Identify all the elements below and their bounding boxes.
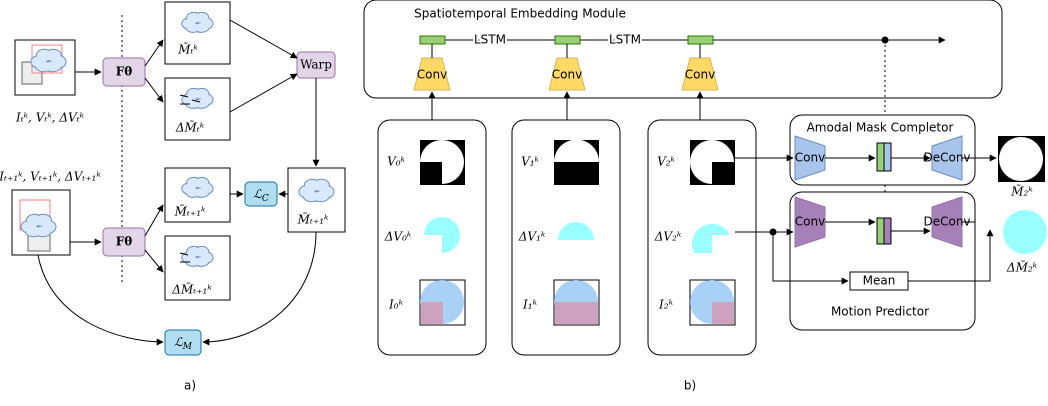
occluder	[421, 302, 443, 324]
warped-label: M̃ₜ₊₁ᵏ	[297, 211, 329, 226]
occluder	[420, 162, 442, 185]
output-shape	[999, 137, 1043, 181]
arrow	[145, 40, 163, 66]
lstm-label: LSTM	[609, 33, 641, 47]
latent	[884, 218, 891, 244]
arrow	[145, 250, 163, 272]
motion-title: Motion Predictor	[831, 305, 929, 319]
loss-m-label-symbol: ℒ	[174, 335, 183, 349]
conv-label: Conv	[795, 215, 825, 229]
conv-label: Conv	[417, 68, 447, 82]
cloud-fill	[304, 192, 318, 201]
lstm-cell	[688, 36, 713, 44]
arrow	[145, 78, 163, 102]
output-label: ΔM̃₂ᵏ	[1006, 259, 1038, 274]
loss-c-label-symbol: ℒ	[253, 187, 262, 201]
v-label: V₁ᵏ	[521, 155, 539, 169]
conv-label: Conv	[685, 68, 715, 82]
output-label: M̃₂ᵏ	[1010, 183, 1033, 198]
output-delta	[1003, 210, 1047, 254]
delta-mask-label: ΔM̃ₜᵏ	[175, 119, 205, 134]
arrow	[230, 74, 297, 112]
i-label: I₀ᵏ	[388, 298, 404, 312]
lstm-cell	[420, 36, 445, 44]
diagram: Iₜᵏ, Vₜᵏ, ΔVₜᵏ Fθ M̃ₜᵏ ΔM̃ₜᵏ Warp Iₜ₊₁ᵏ, Vₜ₊₁…	[0, 0, 1048, 406]
cloud-fill	[26, 227, 40, 236]
cloud-fill	[36, 62, 50, 71]
latent	[877, 218, 884, 244]
conv-label: Conv	[795, 151, 825, 165]
warp-label: Warp	[300, 58, 332, 72]
conv-label: Conv	[552, 68, 582, 82]
loss-m-label-sub: M	[182, 342, 193, 352]
arrow	[38, 255, 163, 342]
lstm-cell	[555, 36, 580, 44]
mask-label: M̃ₜᵏ	[177, 41, 198, 56]
input-label: Iₜᵏ, Vₜᵏ, ΔVₜᵏ	[15, 111, 85, 125]
occluder	[712, 302, 734, 324]
delta-mask-label: ΔM̃ₜ₊₁ᵏ	[171, 281, 212, 296]
dv-label: ΔV₁ᵏ	[518, 230, 546, 244]
i-label: I₁ᵏ	[522, 298, 538, 312]
loss-c-label-sub: C	[262, 194, 269, 204]
caption: a)	[184, 379, 196, 393]
cloud-fill	[187, 189, 200, 197]
arrow	[145, 205, 163, 236]
arrow	[230, 20, 297, 58]
amodal-title: Amodal Mask Completor	[807, 121, 954, 135]
latent	[877, 143, 884, 171]
caption: b)	[684, 379, 696, 393]
i-label: I₂ᵏ	[658, 298, 674, 312]
module-title: Spatiotemporal Embedding Module	[414, 7, 626, 21]
v-label: V₀ᵏ	[387, 155, 405, 169]
latent	[884, 143, 891, 171]
input-label: Iₜ₊₁ᵏ, Vₜ₊₁ᵏ, ΔVₜ₊₁ᵏ	[0, 170, 101, 184]
f-theta-label: Fθ	[116, 235, 133, 249]
lstm-label: LSTM	[474, 33, 506, 47]
f-theta-label: Fθ	[116, 65, 133, 79]
v-label: V₂ᵏ	[657, 155, 675, 169]
dv-label: ΔV₂ᵏ	[654, 230, 682, 244]
mean-label: Mean	[863, 274, 896, 288]
occluder	[712, 162, 735, 185]
dv-label: ΔV₀ᵏ	[384, 230, 412, 244]
cloud-fill	[187, 24, 200, 32]
mask-label: M̃ₜ₊₁ᵏ	[174, 203, 206, 218]
occluder	[555, 302, 598, 324]
